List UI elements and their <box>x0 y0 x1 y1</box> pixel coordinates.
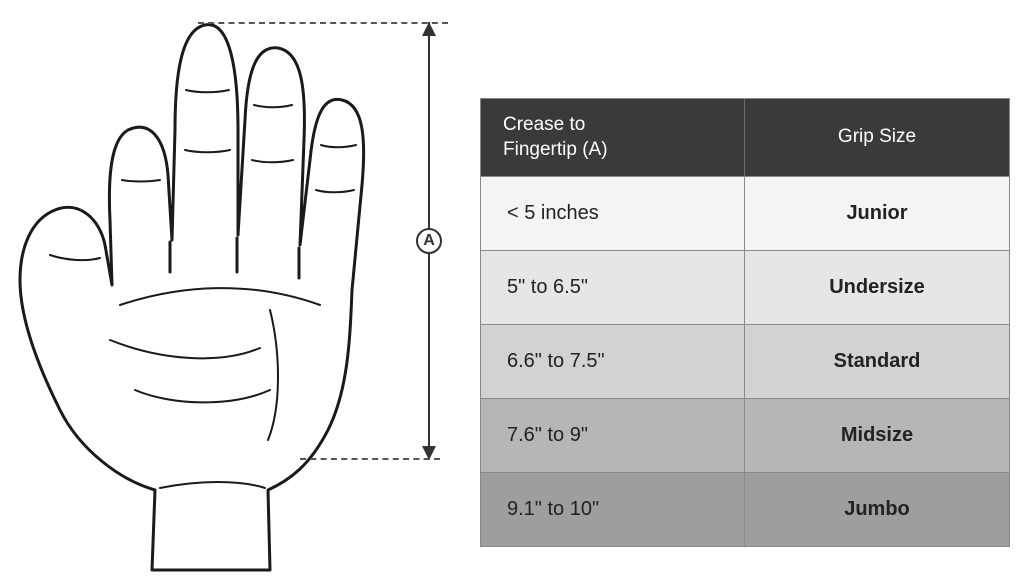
table-body: < 5 inchesJunior5" to 6.5"Undersize6.6" … <box>481 176 1009 546</box>
arrow-down-icon <box>422 446 436 460</box>
table-header: Crease to Fingertip (A) Grip Size <box>481 99 1009 176</box>
table-row: 7.6" to 9"Midsize <box>481 398 1009 472</box>
cell-range: 9.1" to 10" <box>481 473 745 546</box>
cell-range: 6.6" to 7.5" <box>481 325 745 398</box>
grip-size-table: Crease to Fingertip (A) Grip Size < 5 in… <box>480 98 1010 547</box>
cell-size: Midsize <box>745 399 1009 472</box>
cell-range: < 5 inches <box>481 177 745 250</box>
table-row: 5" to 6.5"Undersize <box>481 250 1009 324</box>
table-row: < 5 inchesJunior <box>481 176 1009 250</box>
cell-range: 7.6" to 9" <box>481 399 745 472</box>
cell-size: Undersize <box>745 251 1009 324</box>
cell-range: 5" to 6.5" <box>481 251 745 324</box>
table-row: 6.6" to 7.5"Standard <box>481 324 1009 398</box>
hand-outline-icon <box>10 10 410 580</box>
header-line1: Crease to <box>503 114 585 135</box>
header-grip: Grip Size <box>745 99 1009 176</box>
cell-size: Standard <box>745 325 1009 398</box>
cell-size: Junior <box>745 177 1009 250</box>
table-row: 9.1" to 10"Jumbo <box>481 472 1009 546</box>
header-crease: Crease to Fingertip (A) <box>481 99 745 176</box>
measurement-label: A <box>416 228 442 254</box>
guideline-top <box>198 22 448 24</box>
arrow-up-icon <box>422 22 436 36</box>
hand-diagram: A <box>0 0 460 582</box>
cell-size: Jumbo <box>745 473 1009 546</box>
header-line2: Fingertip (A) <box>503 139 608 160</box>
guideline-bottom <box>300 458 440 460</box>
